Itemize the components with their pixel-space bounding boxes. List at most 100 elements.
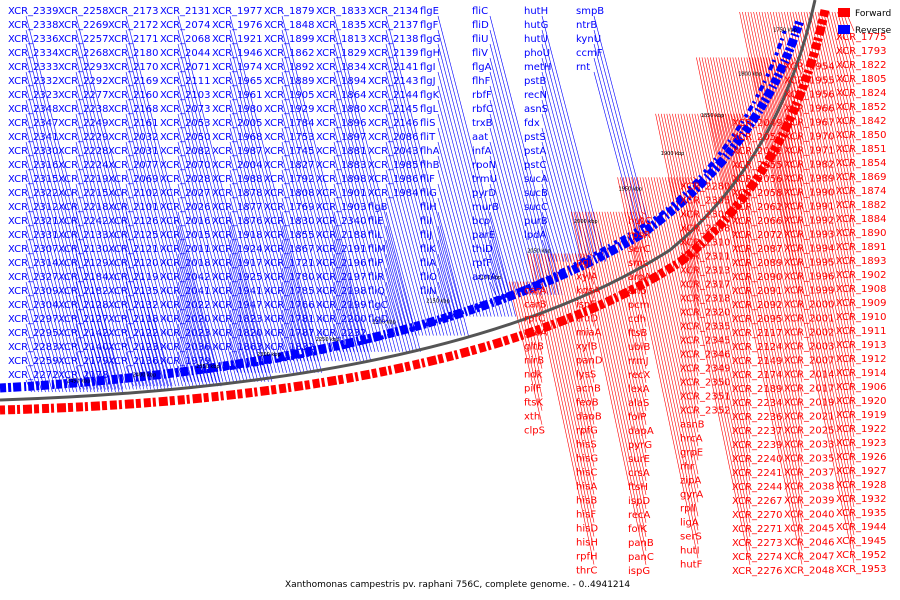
reverse-gene-label: fliO [420, 272, 437, 283]
reverse-gene-label: XCR_2198 [316, 286, 367, 297]
reverse-leader-line [385, 169, 431, 336]
reverse-leader-line [333, 267, 358, 352]
reverse-leader-line [437, 127, 488, 317]
reverse-gene-label: rbfF [472, 90, 492, 101]
reverse-leader-line [281, 127, 344, 362]
scale-tick-label: 2100 kbp [478, 275, 502, 281]
forward-leader-line [820, 11, 855, 158]
reverse-gene-label: XCR_2229 [58, 132, 109, 143]
forward-gene-label: carB [524, 300, 547, 311]
reverse-gene-label: fliA [420, 258, 436, 269]
reverse-gene-label: XCR_2219 [58, 174, 109, 185]
reverse-leader-line [437, 281, 450, 317]
forward-gene-label: XCR_1945 [836, 536, 887, 547]
reverse-gene-label: XCR_2133 [58, 230, 109, 241]
forward-gene-label: XCR_2317 [680, 279, 731, 290]
forward-leader-line [650, 177, 699, 391]
scale-tick-label: 1900 kbp [661, 151, 685, 157]
forward-gene-label: XCR_2241 [732, 468, 783, 479]
reverse-gene-label: XCR_2330 [8, 146, 59, 157]
reverse-leader-line [489, 71, 549, 295]
reverse-gene-label: rbfC [472, 104, 493, 115]
reverse-leader-line [229, 43, 315, 373]
reverse-leader-line [489, 127, 535, 295]
forward-leader-line [791, 57, 803, 89]
forward-leader-line [798, 11, 855, 270]
forward-leader-line [604, 211, 647, 397]
reverse-gene-label: XCR_2102 [108, 188, 159, 199]
reverse-gene-label: fliI [420, 216, 432, 227]
forward-gene-label: XCR_2350 [680, 377, 731, 388]
reverse-leader-line [541, 57, 596, 262]
reverse-gene-label: XCR_2071 [160, 62, 211, 73]
forward-gene-label: XCR_2052 [732, 146, 783, 157]
reverse-gene-label: XCR_2069 [108, 174, 159, 185]
reverse-leader-line [125, 85, 204, 387]
reverse-gene-label: XCR_1832 [264, 342, 315, 353]
forward-leader-line [789, 11, 855, 312]
forward-leader-line [683, 113, 751, 425]
reverse-leader-line [229, 211, 273, 373]
reverse-gene-label: XCR_1880 [316, 104, 367, 115]
reverse-gene-label: XCR_2101 [108, 202, 159, 213]
forward-gene-label: ispG [628, 566, 650, 577]
forward-leader-line [760, 57, 803, 243]
forward-gene-label: XCR_2066 [732, 216, 783, 227]
forward-leader-line [696, 57, 803, 565]
reverse-leader-line [437, 71, 502, 317]
reverse-leader-line [333, 71, 407, 352]
forward-gene-label: ubiB [628, 342, 650, 353]
reverse-gene-label: XCR_2044 [160, 48, 211, 59]
reverse-leader-line [385, 267, 406, 336]
reverse-leader-line [125, 197, 176, 387]
reverse-gene-label: XCR_2218 [58, 202, 109, 213]
reverse-leader-line [541, 127, 579, 262]
forward-leader-line [823, 11, 855, 144]
reverse-leader-line [25, 29, 120, 393]
forward-gene-label: XCR_2089 [732, 258, 783, 269]
reverse-gene-label: XCR_2179 [58, 356, 109, 367]
reverse-leader-line [125, 43, 215, 387]
forward-leader-line [828, 11, 855, 116]
forward-gene-label: nirB [524, 356, 544, 367]
forward-gene-labels: XCR_1775 XCR_1793 XCR_1822 XCR_1805 XCR_1824… [524, 32, 887, 577]
reverse-leader-line [281, 281, 305, 362]
reverse-gene-label: XCR_2126 [108, 216, 159, 227]
forward-gene-label: hutF [680, 559, 703, 570]
forward-gene-label: folP [628, 412, 646, 423]
forward-gene-label: XCR_1909 [836, 298, 887, 309]
forward-gene-label: XCR_1990 [784, 187, 835, 198]
forward-gene-label: XCR_1854 [836, 158, 887, 169]
reverse-gene-label: XCR_1917 [212, 258, 263, 269]
reverse-gene-label: XCR_1829 [316, 48, 367, 59]
reverse-leader-line [437, 57, 506, 317]
forward-leader-line [710, 57, 803, 495]
reverse-gene-label: XCR_2340 [316, 216, 367, 227]
forward-gene-label: serC [628, 244, 650, 255]
forward-gene-label: XCR_2014 [784, 369, 835, 380]
reverse-leader-line [75, 43, 166, 390]
forward-gene-label: XCR_1906 [836, 382, 887, 393]
reverse-leader-line [125, 71, 208, 387]
forward-gene-label: XCR_2280 [680, 181, 731, 192]
scale-tick-label: 1800 kbp [738, 72, 762, 78]
reverse-leader-line [25, 295, 53, 393]
reverse-gene-label: XCR_2041 [160, 286, 211, 297]
scale-tick-label: 1750 kbp [773, 27, 797, 33]
reverse-gene-label: trxB [472, 118, 493, 129]
reverse-gene-label: XCR_2347 [8, 118, 59, 129]
reverse-gene-label: XCR_2258 [58, 6, 109, 17]
reverse-gene-label: hutH [524, 6, 548, 17]
reverse-leader-line [333, 197, 376, 352]
forward-gene-label: XCR_2033 [784, 439, 835, 450]
reverse-gene-label: flgJ [420, 76, 436, 87]
forward-leader-line [686, 113, 751, 411]
reverse-gene-label: fliF [420, 174, 435, 185]
reverse-gene-label: XCR_2321 [8, 216, 59, 227]
reverse-gene-label: XCR_1946 [212, 48, 263, 59]
forward-gene-label: XCR_1952 [836, 550, 887, 561]
reverse-gene-label: bcp [472, 216, 490, 227]
forward-gene-label: XCR_2189 [732, 384, 783, 395]
forward-gene-label: XCR_1992 [784, 215, 835, 226]
forward-gene-label: XCR_2335 [680, 321, 731, 332]
